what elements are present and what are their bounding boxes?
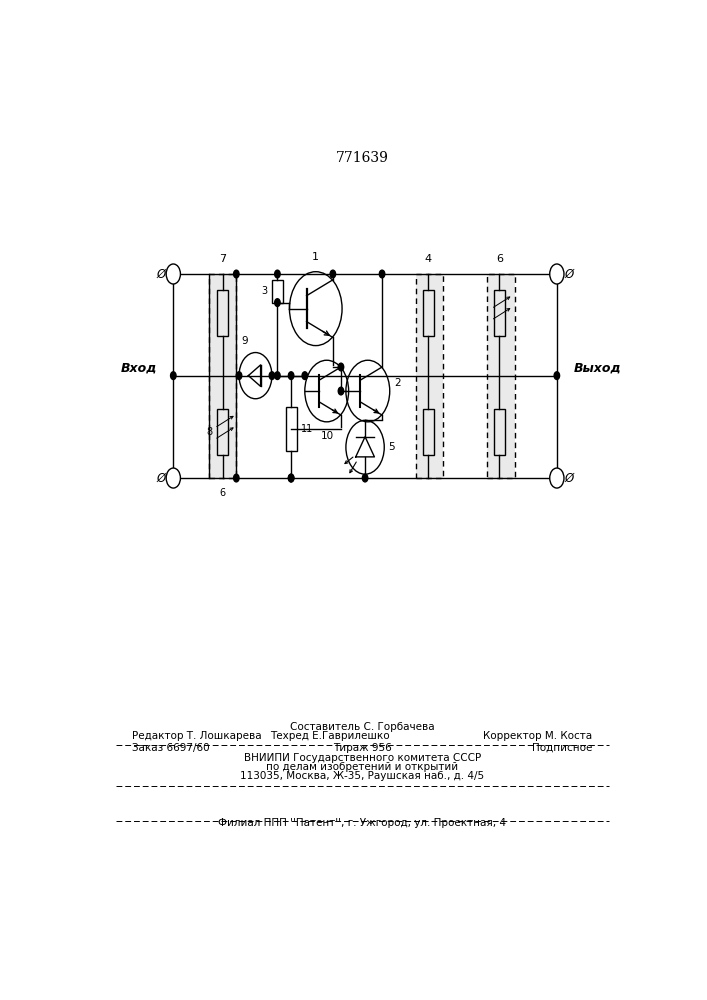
Text: Ø: Ø: [157, 472, 166, 485]
Text: 6: 6: [496, 254, 503, 264]
Circle shape: [166, 264, 180, 284]
Text: 8: 8: [206, 427, 213, 437]
Text: 5: 5: [389, 442, 395, 452]
Circle shape: [236, 372, 242, 379]
Circle shape: [275, 270, 280, 278]
Bar: [423, 290, 433, 336]
Circle shape: [275, 299, 280, 306]
Bar: [272, 280, 283, 303]
Text: Филиал ППП ''Патент'', г. Ужгород, ул. Проектная, 4: Филиал ППП ''Патент'', г. Ужгород, ул. П…: [218, 818, 506, 828]
Circle shape: [233, 474, 239, 482]
Circle shape: [233, 270, 239, 278]
Text: 1: 1: [312, 252, 320, 262]
Circle shape: [302, 372, 308, 379]
Text: 9: 9: [242, 336, 248, 346]
Text: Выход: Выход: [573, 362, 621, 375]
Text: Ø: Ø: [564, 472, 573, 485]
Circle shape: [380, 270, 385, 278]
Circle shape: [338, 363, 344, 371]
Bar: [487, 274, 515, 478]
Text: Редактор Т. Лошкарева: Редактор Т. Лошкарева: [132, 731, 262, 741]
Bar: [209, 274, 236, 478]
Text: Подписное: Подписное: [532, 743, 592, 753]
Circle shape: [275, 372, 280, 379]
Bar: [286, 407, 297, 451]
Circle shape: [288, 372, 294, 379]
Circle shape: [554, 372, 560, 379]
Circle shape: [170, 372, 176, 379]
Bar: [416, 274, 443, 478]
Text: 3: 3: [262, 286, 267, 296]
Text: Ø: Ø: [564, 267, 573, 280]
Text: 6: 6: [220, 488, 226, 498]
Text: Заказ 6697/60: Заказ 6697/60: [132, 743, 210, 753]
Bar: [487, 274, 515, 478]
Text: по делам изобретений и открытий: по делам изобретений и открытий: [267, 762, 458, 772]
Text: 2: 2: [394, 378, 401, 388]
Circle shape: [550, 264, 564, 284]
Bar: [423, 409, 433, 455]
Bar: [209, 274, 236, 478]
Text: Вход: Вход: [120, 362, 157, 375]
Circle shape: [550, 468, 564, 488]
Circle shape: [269, 372, 275, 379]
Text: 113035, Москва, Ж-35, Раушская наб., д. 4/5: 113035, Москва, Ж-35, Раушская наб., д. …: [240, 771, 484, 781]
Text: Ø: Ø: [157, 267, 166, 280]
Text: Тираж 956: Тираж 956: [333, 743, 392, 753]
Bar: [494, 290, 505, 336]
Circle shape: [288, 474, 294, 482]
Circle shape: [288, 474, 294, 482]
Bar: [416, 274, 443, 478]
Text: Корректор М. Коста: Корректор М. Коста: [484, 731, 592, 741]
Bar: [494, 409, 505, 455]
Circle shape: [338, 387, 344, 395]
Text: Составитель С. Горбачева: Составитель С. Горбачева: [290, 722, 435, 732]
Text: ВНИИПИ Государственного комитета СССР: ВНИИПИ Государственного комитета СССР: [244, 753, 481, 763]
Circle shape: [363, 474, 368, 482]
Text: 771639: 771639: [336, 151, 389, 165]
Text: 11: 11: [301, 424, 313, 434]
Text: Техред Е.Гаврилешко: Техред Е.Гаврилешко: [269, 731, 390, 741]
Circle shape: [166, 468, 180, 488]
Bar: [217, 290, 228, 336]
Bar: [217, 409, 228, 455]
Text: 4: 4: [424, 254, 432, 264]
Circle shape: [330, 270, 336, 278]
Text: 10: 10: [321, 431, 334, 441]
Text: 7: 7: [219, 254, 226, 264]
